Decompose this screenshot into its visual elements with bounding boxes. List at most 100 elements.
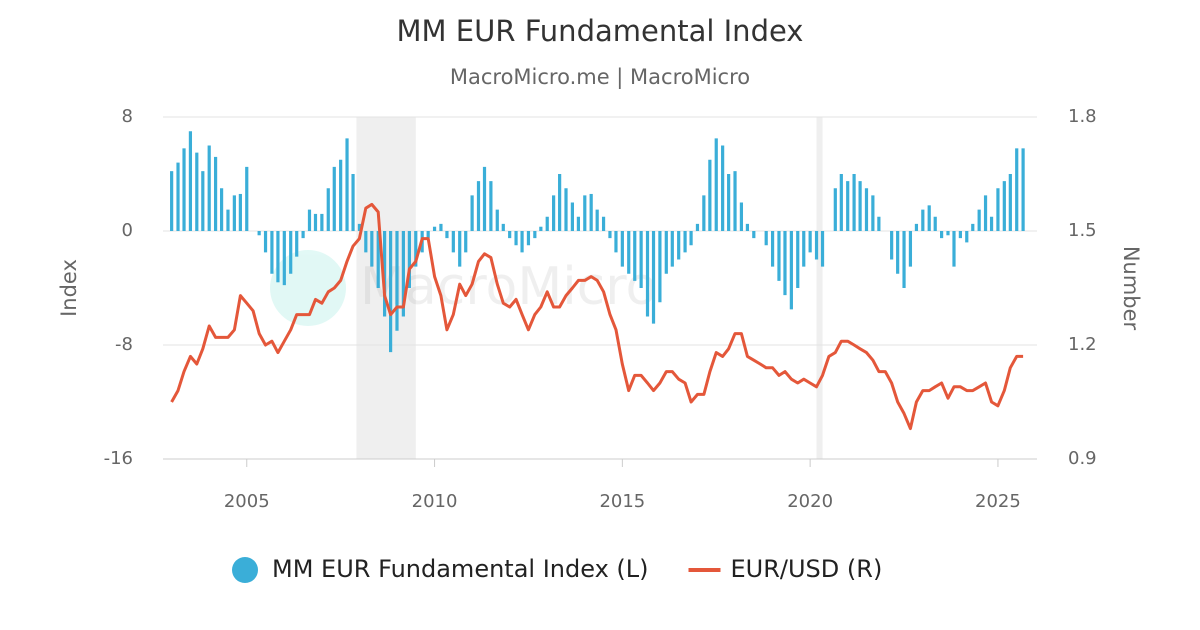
bar — [213, 156, 218, 231]
bar — [207, 145, 211, 231]
bar — [326, 188, 330, 231]
x-tick-label: 2020 — [787, 491, 833, 512]
bar — [677, 231, 681, 260]
y-tick-label: 0 — [122, 220, 133, 241]
bar — [651, 231, 656, 324]
bar — [908, 231, 913, 267]
bar — [332, 166, 336, 231]
bar — [820, 231, 825, 267]
bar — [470, 195, 474, 231]
bar — [232, 195, 236, 231]
bar — [570, 202, 574, 231]
bar — [407, 231, 411, 288]
bar — [589, 193, 593, 231]
bar — [877, 216, 881, 231]
bar — [364, 231, 368, 253]
bar — [958, 231, 962, 239]
bar — [451, 231, 455, 253]
bar — [514, 231, 518, 246]
bar — [770, 231, 775, 267]
bar — [902, 231, 906, 288]
bar — [576, 216, 581, 231]
bar — [890, 231, 894, 260]
bar — [864, 188, 869, 231]
bar — [858, 181, 862, 231]
x-tick-label: 2015 — [599, 491, 645, 512]
bar — [545, 216, 549, 231]
y-tick-label: 8 — [122, 106, 133, 127]
bar — [295, 231, 299, 257]
bar — [439, 223, 443, 231]
bar — [1015, 148, 1019, 231]
bar — [971, 223, 975, 231]
bar — [946, 231, 950, 236]
legend-label: MM EUR Fundamental Index (L) — [272, 555, 649, 583]
bar — [664, 231, 668, 274]
bar — [983, 195, 988, 231]
bar — [595, 209, 599, 231]
bar — [871, 195, 875, 231]
bar — [914, 223, 919, 231]
bar — [721, 145, 725, 231]
bar — [633, 231, 637, 281]
bar — [495, 209, 499, 231]
bar — [313, 213, 318, 231]
bar — [501, 223, 505, 231]
bar — [752, 231, 756, 239]
bar — [195, 152, 199, 231]
bar — [689, 231, 693, 246]
bar — [814, 231, 819, 260]
bar — [614, 231, 618, 253]
bar — [276, 231, 280, 283]
bar — [777, 231, 781, 281]
bar — [727, 174, 731, 231]
bar — [802, 231, 806, 267]
bar — [846, 181, 850, 231]
x-tick-label: 2025 — [975, 491, 1021, 512]
bar — [176, 162, 180, 231]
bar — [764, 231, 768, 246]
bar — [921, 209, 925, 231]
bar — [1002, 181, 1006, 231]
bar — [583, 195, 587, 231]
bar — [789, 231, 793, 310]
bar — [389, 231, 393, 353]
bar — [182, 148, 186, 231]
y-tick-label: -16 — [104, 448, 133, 469]
bar — [395, 231, 399, 331]
bar — [601, 216, 606, 231]
legend-label: EUR/USD (R) — [731, 555, 883, 583]
bar — [238, 193, 242, 231]
y-tick-label: -8 — [115, 334, 133, 355]
bar — [965, 231, 969, 243]
y2-tick-label: 1.8 — [1068, 106, 1097, 127]
bar — [320, 213, 324, 231]
bar — [526, 231, 531, 246]
bar — [558, 174, 562, 231]
bar — [608, 231, 612, 239]
bar — [1021, 148, 1025, 231]
y2-tick-label: 1.2 — [1068, 334, 1097, 355]
bar — [989, 216, 994, 231]
bar — [201, 171, 205, 231]
bar — [458, 231, 462, 267]
bar — [445, 231, 449, 239]
bar — [476, 181, 481, 231]
bar — [670, 231, 674, 267]
bar — [683, 231, 687, 253]
bar — [977, 209, 981, 231]
line — [170, 202, 1024, 431]
bar — [345, 138, 349, 231]
bar — [739, 202, 744, 231]
bar — [426, 231, 430, 239]
bar — [996, 188, 1000, 231]
bar — [708, 159, 712, 231]
bar — [564, 188, 568, 231]
bar — [508, 231, 512, 239]
bar — [745, 223, 750, 231]
bar — [382, 231, 387, 317]
bar — [783, 231, 787, 296]
bar — [301, 231, 305, 239]
y-axis-label: Index — [57, 259, 81, 317]
